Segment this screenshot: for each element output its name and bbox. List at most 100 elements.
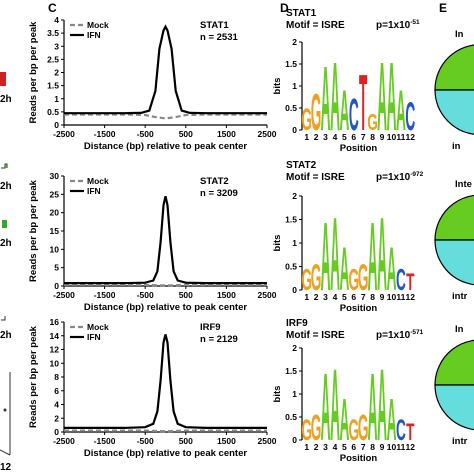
chart-irf9: 0 2 4 6 8 10 12 14 16 -2500 -1500 -500 500 1500 2500 Di… bbox=[28, 317, 277, 459]
x-tick-label: -500 bbox=[137, 290, 154, 300]
logo-y-tick-label: 1 bbox=[292, 238, 297, 248]
x-tick-label: 500 bbox=[179, 129, 193, 139]
x-tick-label: 1500 bbox=[217, 129, 236, 139]
y-tick-label: 0 bbox=[54, 281, 59, 291]
pie-slice bbox=[434, 89, 474, 135]
y-tick-label: 6 bbox=[54, 386, 59, 396]
logo-letter: T bbox=[359, 59, 367, 148]
logo-letter: A bbox=[330, 349, 340, 463]
logo-letter: G bbox=[358, 407, 369, 448]
green-bar-fill-1 bbox=[5, 165, 7, 168]
logo-letter: A bbox=[339, 236, 349, 304]
logo-position-label: 1 bbox=[304, 292, 309, 302]
y-tick-label: 4 bbox=[54, 400, 59, 410]
logo-letter: G bbox=[358, 257, 369, 298]
y-tick-label: 20 bbox=[50, 208, 60, 218]
y-tick-label: 15 bbox=[50, 226, 60, 236]
y-tick-label: 3 bbox=[54, 41, 59, 51]
y-tick-label: 3.5 bbox=[47, 28, 59, 38]
motif-factor: STAT2 bbox=[286, 160, 317, 171]
logo-x-label: Position bbox=[340, 143, 378, 154]
logo-position-label: 12 bbox=[406, 132, 416, 142]
logo-letter: T bbox=[406, 419, 414, 446]
x-axis-label: Distance (bp) relative to peak center bbox=[84, 448, 247, 459]
logo-y-tick-label: 2 bbox=[292, 343, 297, 353]
pie-label-bottom: intr bbox=[452, 291, 468, 302]
pie-slice bbox=[434, 239, 474, 286]
logo-position-label: 5 bbox=[342, 292, 347, 302]
pie-slice bbox=[434, 44, 474, 91]
logo-position-label: 1 bbox=[304, 442, 309, 452]
red-bar-mark bbox=[0, 72, 6, 86]
logo-position-label: 9 bbox=[380, 442, 385, 452]
logo-x-label: Position bbox=[340, 453, 378, 464]
logo-y-tick-label: 2 bbox=[292, 37, 297, 47]
motif-logos: STAT1 Motif = ISRE p=1x10-51 0 0.5 1 1.5 2 bits G… bbox=[272, 8, 424, 464]
left-label-5: 12 bbox=[0, 462, 12, 473]
left-axis-fragment bbox=[0, 372, 11, 456]
y-tick-label: 1 bbox=[54, 94, 59, 104]
x-tick-label: 500 bbox=[179, 290, 193, 300]
x-axis-label: Distance (bp) relative to peak center bbox=[84, 141, 247, 152]
motif-pvalue-exponent: -972 bbox=[410, 171, 423, 178]
pie-slice bbox=[434, 384, 474, 431]
motif-factor: STAT1 bbox=[286, 8, 317, 19]
panel-label-e: E bbox=[439, 1, 447, 15]
logo-letter: A bbox=[339, 78, 349, 143]
logo-position-label: 2 bbox=[314, 442, 319, 452]
chart-count: n = 2129 bbox=[200, 334, 238, 345]
logo-position-label: 6 bbox=[351, 292, 356, 302]
logo-y-tick-label: 0.5 bbox=[285, 262, 297, 272]
panel-label-d: D bbox=[280, 1, 289, 15]
y-tick-label: 2.5 bbox=[47, 54, 59, 64]
motif-name: Motif = ISRE bbox=[286, 330, 345, 341]
pie-3: In intr bbox=[434, 324, 474, 447]
legend-mock-label: Mock bbox=[87, 322, 109, 332]
logo-position-label: 11 bbox=[396, 132, 405, 142]
logo-y-tick-label: 0 bbox=[292, 125, 297, 135]
logo-position-label: 12 bbox=[406, 442, 416, 452]
logo-letter: A bbox=[387, 388, 397, 454]
x-tick-label: -500 bbox=[137, 129, 154, 139]
legend-ifn-label: IFN bbox=[87, 186, 101, 196]
logo-letter: A bbox=[330, 42, 340, 151]
pie-slice bbox=[434, 339, 474, 386]
logo-letter: G bbox=[301, 264, 312, 298]
pie-1: In in bbox=[434, 29, 474, 152]
pie-label-top: In bbox=[455, 29, 464, 40]
logo-position-label: 3 bbox=[323, 292, 328, 302]
logo-position-label: 3 bbox=[323, 442, 328, 452]
x-tick-label: 2500 bbox=[258, 290, 277, 300]
logo-y-label: bits bbox=[272, 235, 283, 252]
logo-position-label: 2 bbox=[314, 292, 319, 302]
chart-title: STAT2 bbox=[200, 176, 229, 187]
legend-ifn-label: IFN bbox=[87, 30, 101, 40]
x-tick-label: -2500 bbox=[53, 129, 75, 139]
logo-y-tick-label: 1.5 bbox=[285, 59, 297, 69]
logo-y-tick-label: 0 bbox=[292, 285, 297, 295]
logo-position-label: 7 bbox=[361, 292, 366, 302]
logo-y-tick-label: 0.5 bbox=[285, 103, 297, 113]
y-tick-label: 0 bbox=[54, 427, 59, 437]
x-tick-label: -1500 bbox=[94, 129, 116, 139]
logo-position-label: 5 bbox=[342, 442, 347, 452]
logo-position-label: 11 bbox=[396, 442, 405, 452]
series-ifn bbox=[64, 195, 267, 285]
logo-position-label: 4 bbox=[333, 292, 338, 302]
left-point bbox=[3, 408, 7, 412]
logo-letter: G bbox=[311, 407, 322, 448]
logo-position-label: 10 bbox=[387, 132, 397, 142]
logo-y-label: bits bbox=[272, 386, 283, 403]
logo-position-label: 3 bbox=[323, 132, 328, 142]
logo-letter: A bbox=[339, 388, 349, 454]
logo-position-label: 7 bbox=[361, 132, 366, 142]
logo-letter: A bbox=[368, 355, 378, 461]
x-axis-label: Distance (bp) relative to peak center bbox=[84, 302, 247, 313]
logo-letter: C bbox=[396, 264, 406, 298]
y-tick-label: 4 bbox=[54, 15, 59, 25]
x-tick-label: 1500 bbox=[217, 290, 236, 300]
motif-pvalue: p=1x10-51 bbox=[376, 19, 420, 31]
logo-letter: A bbox=[377, 42, 387, 151]
pie-label-top: In bbox=[455, 324, 464, 335]
